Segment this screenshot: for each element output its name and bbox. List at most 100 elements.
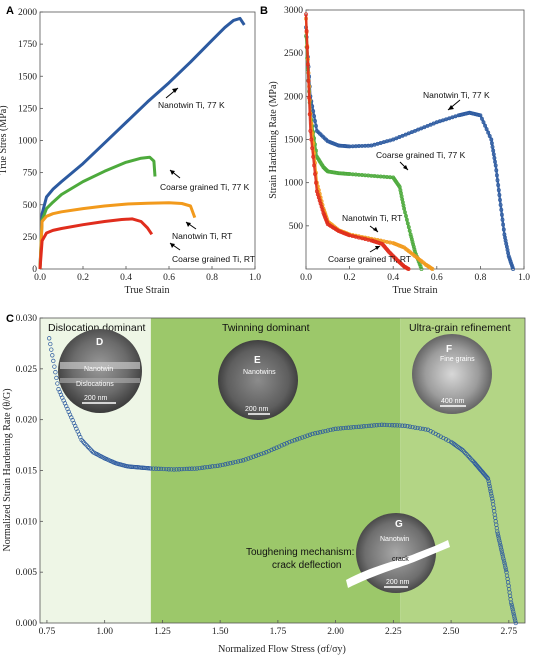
data-point-c: [323, 428, 328, 434]
data-point-b-nanotwin-ti-77-k: [493, 159, 497, 164]
data-point-c: [336, 426, 341, 431]
data-point-b-coarse-grained-ti-77-k: [407, 228, 412, 233]
data-point-b-coarse-grained-ti-rt: [311, 154, 316, 159]
y-tick-label: 0.015: [16, 467, 38, 477]
micrograph-e-scale: 200 nm: [245, 406, 269, 413]
data-point-c: [503, 565, 508, 570]
x-tick-label: 1.00: [96, 627, 113, 637]
data-point-c: [284, 441, 290, 446]
data-point-b-nanotwin-ti-77-k: [493, 163, 498, 168]
data-point-b-nanotwin-ti-77-k: [495, 178, 500, 183]
y-tick-label: 0.030: [16, 314, 38, 324]
data-point-b-coarse-grained-ti-rt: [393, 255, 398, 260]
data-point-c: [513, 620, 518, 626]
data-point-c: [495, 531, 500, 536]
data-point-b-nanotwin-ti-77-k: [394, 136, 399, 141]
data-point-b-nanotwin-ti-rt: [430, 267, 435, 271]
x-tick-label: 0.4: [120, 273, 132, 283]
data-point-c: [225, 461, 230, 466]
data-point-c: [171, 467, 177, 472]
data-point-c: [428, 429, 433, 434]
data-point-b-coarse-grained-ti-rt: [304, 12, 308, 17]
data-point-b-nanotwin-ti-77-k: [481, 120, 486, 125]
series-group-b: [304, 12, 516, 271]
data-point-c: [359, 424, 364, 429]
micrograph-g: G Nanotwin crack 200 nm: [346, 513, 450, 593]
data-point-b-nanotwin-ti-77-k: [492, 156, 497, 160]
x-tick-label: 0.2: [344, 273, 356, 283]
x-tick-label: 0.4: [387, 273, 399, 283]
data-point-b-coarse-grained-ti-rt: [307, 95, 312, 100]
data-point-c: [420, 426, 426, 432]
x-tick-label: 0.0: [300, 273, 312, 283]
data-point-c: [161, 466, 166, 472]
arrowhead-b-nt77: [448, 105, 454, 110]
annotation-b-coarse-77k: Coarse grained Ti, 77 K: [376, 150, 466, 160]
data-point-b-coarse-grained-ti-rt: [384, 246, 388, 251]
data-point-b-nanotwin-ti-77-k: [501, 227, 506, 232]
y-tick-label: 0.020: [16, 416, 38, 426]
series-group-a: [38, 16, 246, 270]
micrograph-d-scale: 200 nm: [84, 395, 108, 402]
annotation-a-coarse-77k: Coarse grained Ti, 77 K: [160, 182, 250, 192]
data-point-b-nanotwin-ti-77-k: [510, 265, 515, 270]
data-point-c: [488, 491, 494, 496]
data-point-b-coarse-grained-ti-77-k: [405, 221, 410, 226]
data-point-b-nanotwin-ti-77-k: [487, 134, 492, 138]
data-point-c: [230, 460, 236, 465]
data-point-c: [194, 466, 200, 471]
data-point-b-nanotwin-ti-77-k: [491, 148, 496, 153]
data-point-c: [253, 453, 259, 458]
data-point-c: [496, 536, 501, 541]
data-point-c: [54, 375, 59, 381]
micrograph-d-band-2: [60, 378, 140, 383]
data-point-c: [233, 459, 238, 465]
data-point-b-coarse-grained-ti-77-k: [346, 171, 350, 176]
data-point-c: [269, 447, 274, 453]
data-point-c: [220, 462, 225, 468]
data-point-c: [238, 458, 243, 464]
arrowhead-a-ntrt: [186, 222, 191, 227]
data-point-b-coarse-grained-ti-rt: [310, 146, 315, 151]
arrowhead-a-cg77: [170, 170, 175, 175]
data-point-b-nanotwin-ti-77-k: [499, 212, 504, 217]
arrowhead-b-cg77: [403, 165, 408, 170]
data-point-c: [169, 467, 174, 472]
toughening-label-line1: Toughening mechanism:: [246, 547, 354, 558]
data-point-c: [510, 607, 515, 612]
x-tick-label: 1.50: [212, 627, 229, 637]
data-point-c: [279, 443, 284, 448]
data-point-c: [307, 432, 313, 437]
data-point-c: [371, 423, 377, 428]
data-point-c: [248, 455, 254, 460]
data-point-b-nanotwin-ti-77-k: [489, 141, 494, 146]
data-point-c: [364, 423, 369, 429]
data-point-b-nanotwin-ti-77-k: [509, 263, 514, 268]
data-point-b-nanotwin-ti-77-k: [403, 132, 408, 137]
data-point-b-coarse-grained-ti-77-k: [410, 239, 415, 244]
data-point-b-coarse-grained-ti-rt: [383, 245, 388, 250]
data-point-c: [294, 437, 300, 442]
data-point-b-coarse-grained-ti-77-k: [413, 249, 417, 254]
x-axis-label-c: Normalized Flow Stress (σf/σy): [218, 644, 346, 655]
data-point-c: [300, 435, 305, 440]
micrograph-g-text-crack: crack: [392, 556, 409, 563]
data-point-c: [48, 341, 53, 347]
data-point-c: [356, 424, 361, 429]
data-point-b-nanotwin-ti-77-k: [346, 144, 350, 149]
y-tick-label: 1500: [18, 72, 37, 82]
data-point-c: [374, 423, 379, 428]
data-point-b-coarse-grained-ti-rt: [381, 243, 386, 248]
arrowhead-a-nt77: [172, 88, 178, 93]
y-ticks-b: 500 1000 1500 2000 2500 3000: [284, 6, 309, 232]
data-point-c: [287, 439, 292, 445]
data-point-b-nanotwin-ti-77-k: [490, 144, 495, 149]
data-point-c: [500, 551, 505, 557]
data-point-b-nanotwin-ti-77-k: [422, 125, 427, 130]
data-point-c: [289, 438, 295, 444]
data-point-c: [184, 466, 189, 472]
data-point-b-coarse-grained-ti-77-k: [403, 210, 407, 215]
data-point-c: [205, 464, 210, 470]
data-point-c: [53, 370, 58, 375]
data-point-b-coarse-grained-ti-77-k: [409, 237, 414, 242]
